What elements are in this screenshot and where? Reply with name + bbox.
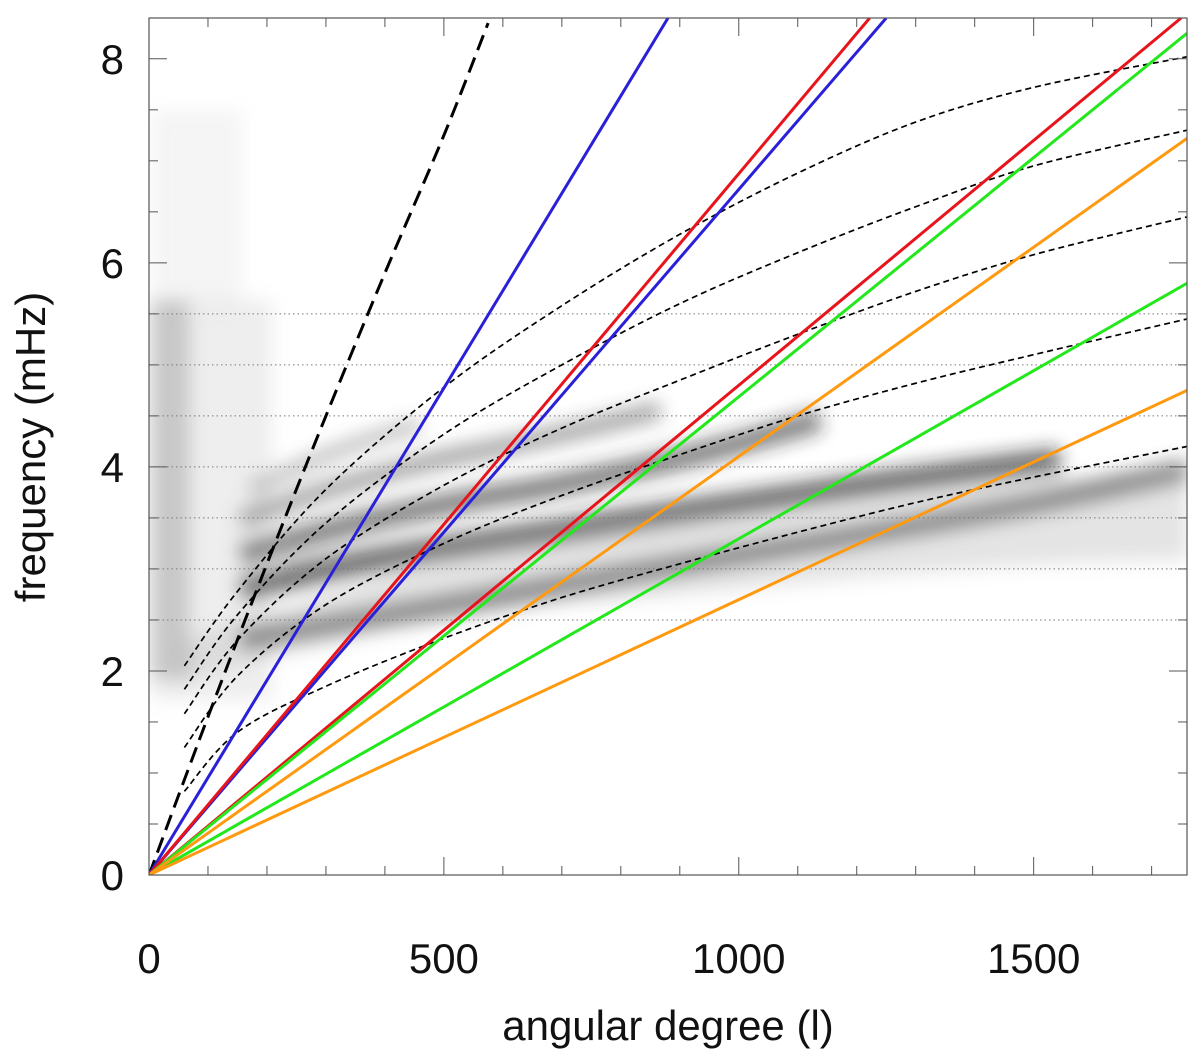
y-tick-label-2: 2 — [101, 648, 124, 695]
blue-line-2 — [149, 18, 888, 875]
green-line-1 — [149, 32, 1187, 875]
green-line-2 — [149, 281, 1187, 875]
steep-dashed — [149, 22, 490, 875]
x-tick-label-1000: 1000 — [692, 935, 785, 982]
red-line-1 — [149, 18, 871, 875]
y-axis-title: frequency (mHz) — [7, 292, 54, 602]
red-line-2 — [149, 18, 1183, 875]
dispersion-p2 — [183, 216, 1187, 715]
blue-line-1 — [149, 18, 670, 875]
y-tick-label-6: 6 — [101, 240, 124, 287]
y-tick-labels: 0 2 4 6 8 — [101, 36, 124, 899]
x-axis-title: angular degree (l) — [502, 1002, 834, 1049]
x-tick-label-1500: 1500 — [987, 935, 1080, 982]
y-tick-label-4: 4 — [101, 444, 124, 491]
plot-frame — [148, 17, 1188, 876]
y-tick-label-0: 0 — [101, 852, 124, 899]
reference-lines — [149, 313, 1187, 621]
dispersion-p4 — [183, 55, 1187, 667]
x-tick-labels: 0 500 1000 1500 — [137, 935, 1080, 982]
x-tick-label-0: 0 — [137, 935, 160, 982]
x-tick-label-500: 500 — [409, 935, 479, 982]
series-layer — [149, 18, 1187, 875]
orange-line-2 — [149, 389, 1187, 875]
orange-line-1 — [149, 137, 1187, 875]
y-tick-label-8: 8 — [101, 36, 124, 83]
axis-ticks — [148, 18, 1187, 876]
